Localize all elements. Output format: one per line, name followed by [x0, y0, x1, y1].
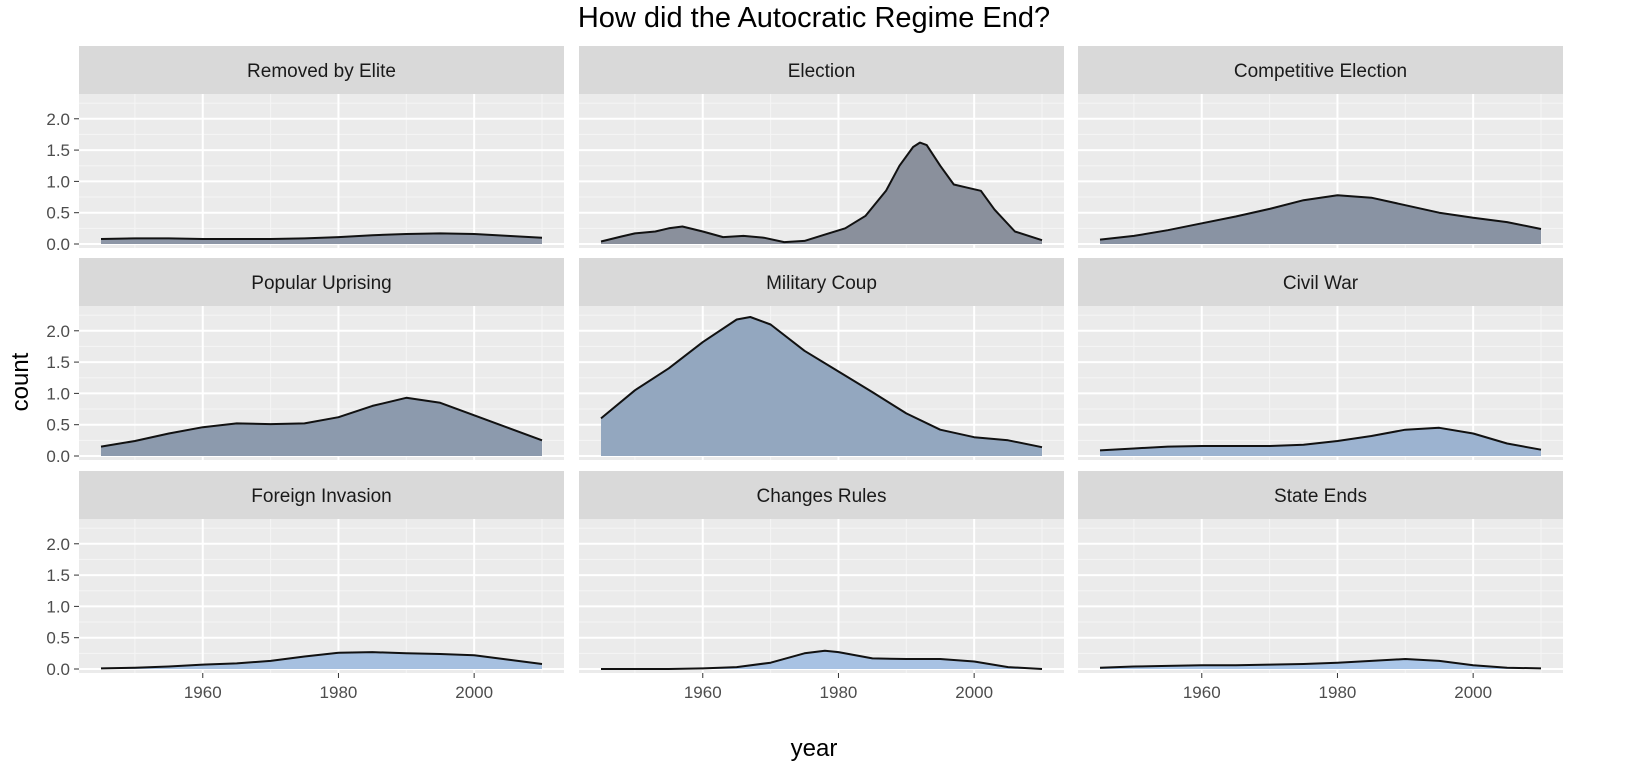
density-line-popular-uprising	[100, 396, 543, 448]
facet-label-foreign-invasion: Foreign Invasion	[251, 486, 391, 507]
x-tick-label: 2000	[955, 683, 993, 702]
density-area-election	[601, 142, 1042, 244]
facet-strip-removed-by-elite	[79, 46, 564, 94]
x-tick-label: 1960	[184, 683, 222, 702]
x-tick-label: 1960	[684, 683, 722, 702]
density-area-military-coup	[601, 317, 1042, 456]
facet-strip-competitive-election	[1078, 46, 1563, 94]
y-tick-label: 0.5	[46, 416, 70, 435]
x-tick-label: 2000	[1454, 683, 1492, 702]
chart-title: How did the Autocratic Regime End?	[577, 2, 1051, 34]
facet-strip-foreign-invasion	[79, 471, 564, 519]
x-tick-label: 1980	[820, 683, 858, 702]
facet-label-civil-war: Civil War	[1283, 273, 1359, 294]
panel-background-civil-war	[1078, 306, 1563, 460]
x-tick-label: 1980	[1319, 683, 1357, 702]
y-tick-label: 0.0	[46, 235, 70, 254]
facet-strip-civil-war	[1078, 258, 1563, 306]
density-line-civil-war	[1099, 426, 1542, 452]
y-tick-label: 1.0	[46, 384, 70, 403]
y-tick-label: 2.0	[46, 110, 70, 129]
facet-label-election: Election	[788, 61, 856, 82]
density-line-military-coup	[600, 316, 1043, 449]
density-line-removed-by-elite	[100, 232, 543, 240]
y-tick-label: 0.0	[46, 660, 70, 679]
y-tick-label: 1.0	[46, 597, 70, 616]
facet-strip-military-coup	[579, 258, 1064, 306]
x-tick-label: 1960	[1183, 683, 1221, 702]
panel-background-state-ends	[1078, 519, 1563, 673]
panel-background-removed-by-elite	[79, 94, 564, 248]
y-tick-label: 1.0	[46, 172, 70, 191]
facet-label-state-ends: State Ends	[1274, 486, 1367, 507]
y-tick-label: 2.0	[46, 322, 70, 341]
facet-label-competitive-election: Competitive Election	[1234, 61, 1407, 82]
density-line-competitive-election	[1099, 194, 1542, 241]
facet-label-military-coup: Military Coup	[766, 273, 877, 294]
y-tick-label: 0.5	[46, 629, 70, 648]
facet-label-popular-uprising: Popular Uprising	[251, 273, 391, 294]
x-axis-label: year	[790, 735, 838, 762]
facet-strip-election	[579, 46, 1064, 94]
density-line-state-ends	[1099, 658, 1542, 670]
y-tick-label: 1.5	[46, 353, 70, 372]
density-line-election	[600, 141, 1043, 244]
x-tick-label: 2000	[455, 683, 493, 702]
panel-background-changes-rules	[579, 519, 1064, 673]
y-tick-label: 1.5	[46, 566, 70, 585]
density-area-popular-uprising	[101, 397, 542, 456]
y-tick-label: 0.5	[46, 204, 70, 223]
facet-strip-state-ends	[1078, 471, 1563, 519]
facet-strip-popular-uprising	[79, 258, 564, 306]
density-line-foreign-invasion	[100, 651, 543, 670]
y-tick-label: 1.5	[46, 141, 70, 160]
panel-background-foreign-invasion	[79, 519, 564, 673]
y-tick-label: 2.0	[46, 535, 70, 554]
density-area-competitive-election	[1100, 195, 1541, 244]
y-tick-label: 0.0	[46, 447, 70, 466]
facet-label-removed-by-elite: Removed by Elite	[247, 61, 396, 82]
density-area-civil-war	[1100, 427, 1541, 456]
facet-strip-changes-rules	[579, 471, 1064, 519]
x-tick-label: 1980	[320, 683, 358, 702]
facet-label-changes-rules: Changes Rules	[757, 486, 887, 507]
density-line-changes-rules	[601, 649, 1043, 670]
density-area-changes-rules	[601, 650, 1042, 669]
